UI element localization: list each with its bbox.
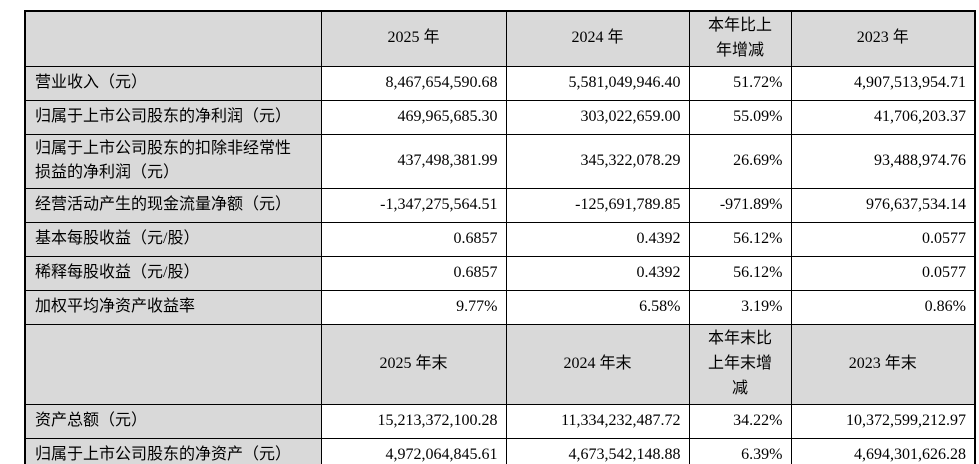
cell-2023: 976,637,534.14 — [790, 188, 976, 224]
financial-summary-table: 2025 年 2024 年 本年比上 年增减 2023 年 营业收入（元） 8,… — [24, 10, 976, 464]
row-label: 稀释每股收益（元/股） — [24, 256, 322, 292]
cell-2023: 4,694,301,626.28 — [790, 438, 976, 464]
cell-2023: 0.0577 — [790, 256, 976, 292]
cell-2025: 0.6857 — [320, 256, 507, 292]
cell-2024: 6.58% — [505, 290, 690, 326]
header-blank — [24, 10, 322, 67]
col-header-2024-end: 2024 年末 — [505, 324, 690, 406]
row-label: 归属于上市公司股东的扣除非经常性 损益的净利润（元） — [24, 133, 322, 190]
cell-change: 34.22% — [688, 404, 792, 440]
col-header-2025: 2025 年 — [320, 10, 507, 67]
cell-2024: 0.4392 — [505, 222, 690, 258]
cell-2024: 345,322,078.29 — [505, 133, 690, 190]
cell-2023: 10,372,599,212.97 — [790, 404, 976, 440]
cell-2024: 11,334,232,487.72 — [505, 404, 690, 440]
table-row-basic-eps: 基本每股收益（元/股） 0.6857 0.4392 56.12% 0.0577 — [24, 222, 976, 258]
cell-change: 51.72% — [688, 65, 792, 101]
row-label: 经营活动产生的现金流量净额（元） — [24, 188, 322, 224]
row-label: 归属于上市公司股东的净利润（元） — [24, 99, 322, 135]
cell-2023: 93,488,974.76 — [790, 133, 976, 190]
table-row-net-profit-deducted: 归属于上市公司股东的扣除非经常性 损益的净利润（元） 437,498,381.9… — [24, 133, 976, 190]
cell-change: 56.12% — [688, 222, 792, 258]
cell-2023: 0.0577 — [790, 222, 976, 258]
cell-2024: 5,581,049,946.40 — [505, 65, 690, 101]
col-header-yoy-change: 本年比上 年增减 — [688, 10, 792, 67]
col-header-2024: 2024 年 — [505, 10, 690, 67]
table-row-total-assets: 资产总额（元） 15,213,372,100.28 11,334,232,487… — [24, 404, 976, 440]
table-row-weighted-avg-roe: 加权平均净资产收益率 9.77% 6.58% 3.19% 0.86% — [24, 290, 976, 326]
table-row-net-profit: 归属于上市公司股东的净利润（元） 469,965,685.30 303,022,… — [24, 99, 976, 135]
cell-2024: 4,673,542,148.88 — [505, 438, 690, 464]
cell-2025: 9.77% — [320, 290, 507, 326]
cell-change: 56.12% — [688, 256, 792, 292]
cell-change: 6.39% — [688, 438, 792, 464]
col-header-2025-end: 2025 年末 — [320, 324, 507, 406]
cell-change: 26.69% — [688, 133, 792, 190]
cell-change: 55.09% — [688, 99, 792, 135]
col-header-2023-end: 2023 年末 — [790, 324, 976, 406]
col-header-period-end-change: 本年末比 上年末增 减 — [688, 324, 792, 406]
cell-2025: 469,965,685.30 — [320, 99, 507, 135]
cell-2023: 0.86% — [790, 290, 976, 326]
col-header-2023: 2023 年 — [790, 10, 976, 67]
cell-2025: 15,213,372,100.28 — [320, 404, 507, 440]
cell-2024: -125,691,789.85 — [505, 188, 690, 224]
row-label: 资产总额（元） — [24, 404, 322, 440]
cell-2024: 0.4392 — [505, 256, 690, 292]
row-label: 加权平均净资产收益率 — [24, 290, 322, 326]
header-row-period-end: 2025 年末 2024 年末 本年末比 上年末增 减 2023 年末 — [24, 324, 976, 406]
cell-2023: 4,907,513,954.71 — [790, 65, 976, 101]
row-label: 基本每股收益（元/股） — [24, 222, 322, 258]
header-blank — [24, 324, 322, 406]
table-row-operating-cash-flow: 经营活动产生的现金流量净额（元） -1,347,275,564.51 -125,… — [24, 188, 976, 224]
table-row-net-assets: 归属于上市公司股东的净资产（元） 4,972,064,845.61 4,673,… — [24, 438, 976, 464]
cell-change: 3.19% — [688, 290, 792, 326]
cell-2025: 4,972,064,845.61 — [320, 438, 507, 464]
header-row-annual: 2025 年 2024 年 本年比上 年增减 2023 年 — [24, 10, 976, 67]
cell-2024: 303,022,659.00 — [505, 99, 690, 135]
cell-2025: -1,347,275,564.51 — [320, 188, 507, 224]
cell-2025: 0.6857 — [320, 222, 507, 258]
cell-2025: 8,467,654,590.68 — [320, 65, 507, 101]
table-row-diluted-eps: 稀释每股收益（元/股） 0.6857 0.4392 56.12% 0.0577 — [24, 256, 976, 292]
row-label: 营业收入（元） — [24, 65, 322, 101]
cell-2023: 41,706,203.37 — [790, 99, 976, 135]
cell-2025: 437,498,381.99 — [320, 133, 507, 190]
cell-change: -971.89% — [688, 188, 792, 224]
table-row-revenue: 营业收入（元） 8,467,654,590.68 5,581,049,946.4… — [24, 65, 976, 101]
row-label: 归属于上市公司股东的净资产（元） — [24, 438, 322, 464]
